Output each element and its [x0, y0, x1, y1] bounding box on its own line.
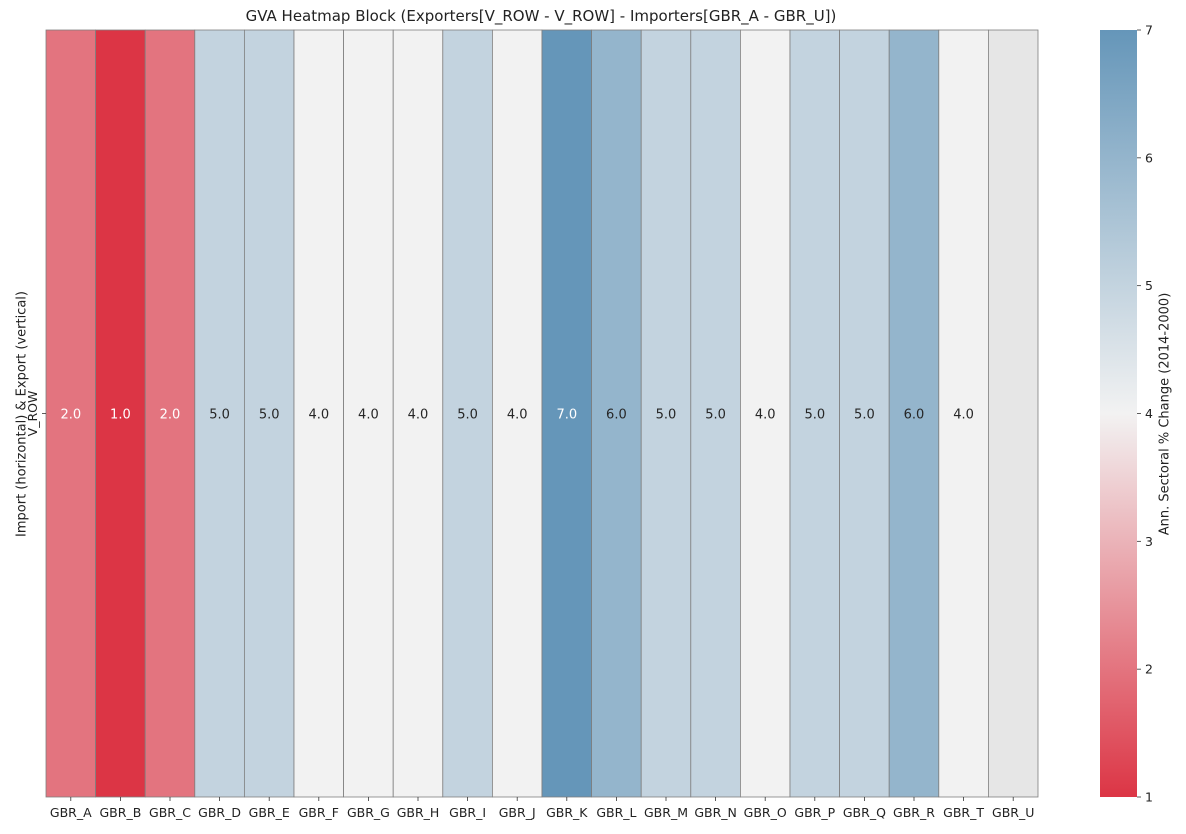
- cell-value-label: 2.0: [160, 408, 181, 423]
- x-tick-label: GBR_T: [943, 805, 984, 820]
- x-tick-label: GBR_K: [546, 805, 588, 820]
- cell-value-label: 5.0: [656, 408, 677, 423]
- heatmap-cell: [392, 29, 444, 798]
- colorbar-tick-label: 6: [1145, 150, 1153, 165]
- x-tick-label: GBR_D: [198, 805, 241, 820]
- cell-value-label: 6.0: [606, 408, 627, 423]
- x-tick-label: GBR_M: [644, 805, 688, 820]
- x-tick-label: GBR_P: [794, 805, 835, 820]
- cell-value-label: 5.0: [209, 408, 230, 423]
- x-tick-label: GBR_R: [893, 805, 935, 820]
- cell-value-label: 4.0: [507, 408, 528, 423]
- colorbar-tick-label: 1: [1145, 790, 1153, 805]
- heatmap-cells: 2.0 1.0 2.0 5.0 5.0 4.0 4.0 4.0 5.0 4.0 7.0 6.0 5.0 5…: [45, 29, 1039, 798]
- heatmap-cell: [442, 29, 493, 798]
- cell-value-label: 4.0: [953, 408, 974, 423]
- x-tick-label: GBR_B: [100, 805, 142, 820]
- cell-value-label: 4.0: [755, 408, 776, 423]
- colorbar-tick-label: 5: [1145, 278, 1153, 293]
- x-tick-label: GBR_H: [397, 805, 440, 820]
- x-tick-label: GBR_I: [449, 805, 486, 820]
- cell-value-label: 7.0: [556, 408, 577, 423]
- x-tick-label: GBR_Q: [843, 805, 886, 820]
- heatmap-cell: [293, 29, 344, 798]
- cell-value-label: 1.0: [110, 408, 131, 423]
- cell-value-label: 5.0: [259, 408, 280, 423]
- colorbar-gradient: [1100, 30, 1137, 797]
- cell-value-label: 4.0: [358, 408, 379, 423]
- x-tick-label: GBR_C: [149, 805, 191, 820]
- heatmap-cell: [888, 29, 940, 798]
- heatmap-cell: [690, 29, 741, 798]
- heatmap-cell: [541, 29, 592, 798]
- cell-value-label: 5.0: [854, 408, 875, 423]
- cell-value-label: 2.0: [60, 408, 81, 423]
- heatmap-cell: [343, 29, 394, 798]
- chart-title: GVA Heatmap Block (Exporters[V_ROW - V_R…: [245, 7, 837, 25]
- colorbar-tick-label: 3: [1145, 534, 1153, 549]
- cell-value-label: 5.0: [457, 408, 478, 423]
- colorbar-tick-label: 4: [1145, 406, 1153, 421]
- x-tick-label: GBR_J: [499, 805, 536, 820]
- x-tick-label: GBR_A: [50, 805, 92, 820]
- heatmap-cell: [988, 29, 1039, 798]
- cell-value-label: 4.0: [408, 408, 429, 423]
- cell-value-label: 4.0: [308, 408, 329, 423]
- x-tick-labels: GBR_A GBR_B GBR_C GBR_D GBR_E GBR_F GBR_G GBR_H…: [50, 797, 1034, 820]
- heatmap-cell: [938, 29, 989, 798]
- heatmap-cell: [591, 29, 642, 798]
- x-tick-label: GBR_U: [992, 805, 1034, 820]
- cell-value-label: 5.0: [804, 408, 825, 423]
- colorbar-tick-label: 7: [1145, 23, 1153, 38]
- colorbar-tick-label: 2: [1145, 662, 1153, 677]
- y-tick-label: V_ROW: [25, 391, 40, 437]
- x-tick-label: GBR_F: [299, 805, 339, 820]
- colorbar: 1 2 3 4 5 6 7: [1100, 23, 1153, 805]
- heatmap-cell: [194, 29, 245, 798]
- cell-value-label: 5.0: [705, 408, 726, 423]
- heatmap-cell: [740, 29, 791, 798]
- x-tick-label: GBR_E: [249, 805, 290, 820]
- x-tick-label: GBR_L: [596, 805, 636, 820]
- cell-value-label: 6.0: [904, 408, 925, 423]
- heatmap-cell: [243, 29, 295, 798]
- x-tick-label: GBR_N: [694, 805, 737, 820]
- x-tick-label: GBR_O: [744, 805, 787, 820]
- y-tick-labels: V_ROW: [25, 391, 46, 437]
- x-tick-label: GBR_G: [347, 805, 390, 820]
- heatmap-cell: [640, 29, 692, 798]
